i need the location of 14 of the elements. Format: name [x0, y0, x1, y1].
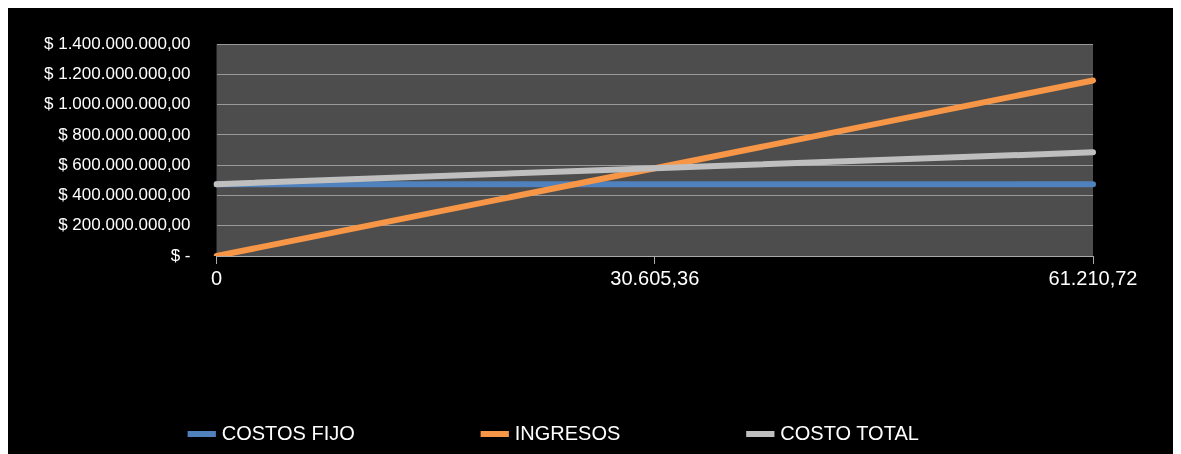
x-tick-label: 30.605,36: [610, 266, 700, 289]
y-tick-label: $ 1.200.000.000,00: [43, 64, 191, 84]
y-tick-label: $ 1.000.000.000,00: [43, 94, 191, 114]
legend-label: COSTOS FIJO: [221, 421, 355, 444]
y-tick-label: $ 200.000.000,00: [58, 215, 191, 235]
x-tick-label: 0: [210, 266, 223, 289]
y-tick-label: $ 400.000.000,00: [58, 185, 191, 205]
y-tick-label: $ 800.000.000,00: [58, 124, 191, 144]
y-tick-label: $ 1.400.000.000,00: [43, 33, 191, 53]
x-tick-label: 61.210,72: [1048, 266, 1138, 289]
y-tick-label: $ 600.000.000,00: [58, 154, 191, 174]
legend-label: INGRESOS: [514, 421, 621, 444]
y-tick-label: $ -: [170, 245, 191, 265]
legend-label: COSTO TOTAL: [780, 421, 919, 444]
